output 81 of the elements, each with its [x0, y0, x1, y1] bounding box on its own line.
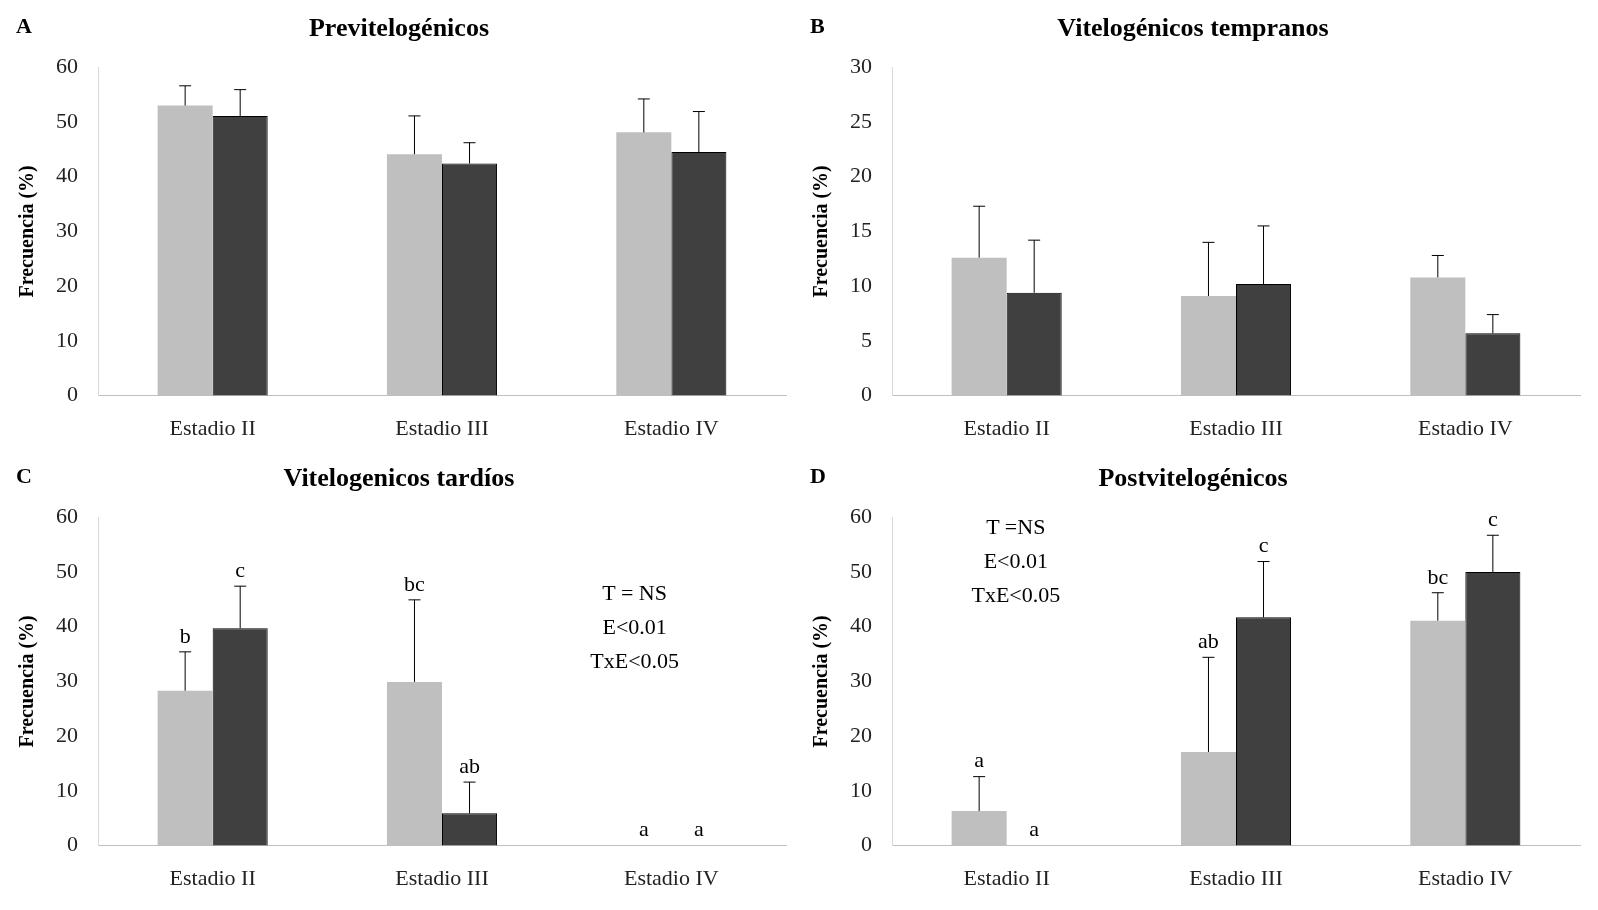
y-axis-title: Frecuencia (%)	[809, 165, 833, 298]
bar	[951, 257, 1007, 396]
y-tick-label: 40	[56, 612, 78, 638]
x-tick-label: Estadio III	[1189, 864, 1283, 890]
y-tick-label: 20	[850, 162, 872, 188]
annotation: TxE<0.05	[971, 581, 1061, 607]
annotation: E<0.01	[602, 613, 667, 639]
x-tick-label: Estadio II	[963, 414, 1050, 440]
y-tick-label: 30	[850, 52, 872, 78]
bar	[1180, 752, 1236, 846]
x-tick-label: Estadio III	[1189, 414, 1283, 440]
y-tick-label: 10	[850, 776, 872, 802]
text: D	[810, 462, 826, 488]
bar	[386, 154, 442, 396]
y-tick-label: 40	[56, 162, 78, 188]
x-tick-label: Estadio III	[395, 414, 489, 440]
y-tick-label: 10	[56, 776, 78, 802]
annotation: T = NS	[602, 579, 667, 605]
annotation: ab	[1198, 628, 1219, 654]
annotation: TxE<0.05	[590, 647, 680, 673]
chart-title: Previtelogénicos	[308, 13, 490, 43]
annotation: a	[974, 747, 985, 773]
y-axis-title: Frecuencia (%)	[809, 615, 833, 748]
x-tick-label: Estadio II	[963, 864, 1050, 890]
y-tick-label: 30	[850, 667, 872, 693]
chart-title: Postvitelogénicos	[1098, 463, 1288, 493]
x-tick-label: Estadio III	[395, 864, 489, 890]
x-tick-label: Estadio IV	[1417, 864, 1513, 890]
annotation: bc	[1427, 563, 1449, 589]
annotation: T =NS	[986, 513, 1046, 539]
y-tick-label: 40	[850, 612, 872, 638]
y-axis-title: Frecuencia (%)	[15, 615, 39, 748]
y-tick-label: 50	[56, 107, 78, 133]
y-tick-label: 0	[67, 381, 78, 407]
y-tick-label: 50	[56, 557, 78, 583]
text: B	[810, 12, 825, 38]
annotation: a	[693, 816, 704, 842]
chart-title: Vitelogénicos tempranos	[1057, 13, 1329, 43]
y-tick-label: 10	[56, 326, 78, 352]
annotation: ab	[459, 752, 480, 778]
y-tick-label: 10	[850, 271, 872, 297]
y-tick-label: 0	[861, 831, 872, 857]
y-tick-label: 5	[861, 326, 872, 352]
y-tick-label: 15	[850, 217, 872, 243]
text: C	[16, 462, 32, 488]
y-tick-label: 60	[56, 502, 78, 528]
chart-title: Vitelogenicos tardíos	[283, 463, 515, 493]
annotation: E<0.01	[983, 547, 1049, 573]
annotation: c	[1487, 506, 1498, 532]
x-tick-label: Estadio IV	[623, 414, 719, 440]
bar	[616, 132, 672, 396]
y-tick-label: 20	[56, 271, 78, 297]
y-tick-label: 20	[850, 721, 872, 747]
y-tick-label: 30	[56, 217, 78, 243]
bar	[386, 681, 442, 846]
y-tick-label: 25	[850, 107, 872, 133]
bar	[1410, 277, 1466, 396]
x-tick-label: Estadio IV	[1417, 414, 1513, 440]
annotation: a	[1029, 816, 1040, 842]
y-tick-label: 0	[861, 381, 872, 407]
y-tick-label: 60	[56, 52, 78, 78]
x-tick-label: Estadio II	[169, 414, 256, 440]
bar	[157, 690, 213, 846]
y-tick-label: 30	[56, 667, 78, 693]
annotation: a	[638, 816, 649, 842]
annotation: c	[235, 556, 246, 582]
y-tick-label: 20	[56, 721, 78, 747]
text: A	[16, 12, 32, 38]
x-tick-label: Estadio IV	[623, 864, 719, 890]
y-tick-label: 50	[850, 557, 872, 583]
x-tick-label: Estadio II	[169, 864, 256, 890]
y-axis-title: Frecuencia (%)	[15, 165, 39, 298]
bar	[157, 105, 213, 396]
bar	[951, 811, 1007, 846]
y-tick-label: 0	[67, 831, 78, 857]
y-tick-label: 60	[850, 502, 872, 528]
bar	[1180, 295, 1236, 396]
annotation: bc	[404, 570, 426, 596]
annotation: b	[179, 622, 191, 648]
annotation: c	[1258, 532, 1269, 558]
bar	[1410, 620, 1466, 846]
